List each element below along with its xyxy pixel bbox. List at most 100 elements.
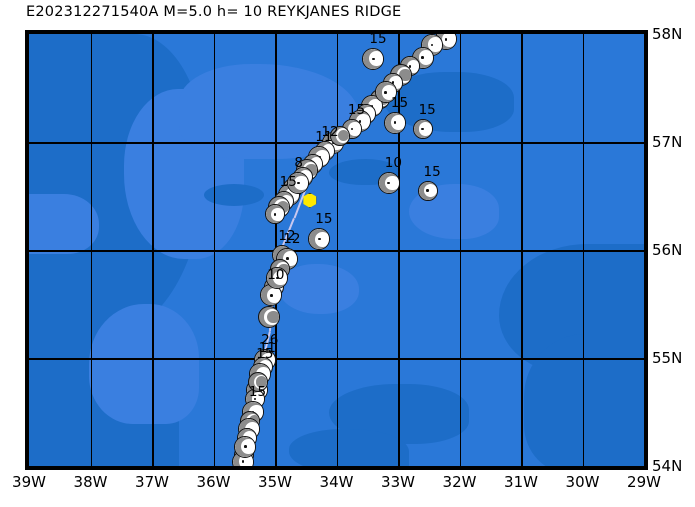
beachball-quadrant bbox=[271, 207, 284, 221]
beachball-quadrant bbox=[427, 37, 442, 53]
beachball-center-dot bbox=[317, 237, 321, 241]
bathymetry-patch bbox=[89, 304, 199, 424]
event-depth-label: 26 bbox=[261, 332, 279, 349]
beachball-center-dot bbox=[285, 257, 289, 260]
focal-mechanism-beachball[interactable] bbox=[247, 371, 268, 392]
x-axis-tick-label: 38W bbox=[73, 473, 108, 491]
event-depth-label: 15 bbox=[423, 163, 441, 180]
beachball-center-dot bbox=[393, 121, 397, 124]
beachball-center-dot bbox=[387, 181, 391, 185]
beachball-quadrant bbox=[294, 175, 309, 191]
focal-mechanism-beachball[interactable] bbox=[362, 47, 385, 70]
bathymetry-patch bbox=[204, 184, 264, 206]
beachball-quadrant bbox=[256, 376, 267, 388]
x-axis-tick-label: 31W bbox=[504, 473, 538, 491]
event-depth-label: 15 bbox=[347, 102, 366, 119]
beachball-center-dot bbox=[276, 276, 279, 280]
page-title: E202312271540A M=5.0 h= 10 REYKJANES RID… bbox=[26, 4, 402, 20]
event-depth-label: 15 bbox=[315, 211, 333, 228]
beachball-center-dot bbox=[358, 120, 362, 123]
x-axis-tick-label: 39W bbox=[12, 473, 46, 491]
event-depth-label: 10 bbox=[267, 267, 285, 284]
event-depth-label: 11 bbox=[315, 129, 333, 146]
event-depth-label: 8 bbox=[294, 155, 303, 172]
beachball-quadrant bbox=[338, 130, 349, 142]
beachball-quadrant bbox=[267, 287, 282, 303]
x-axis-tick-label: 30W bbox=[565, 473, 600, 491]
beachball-quadrant bbox=[390, 115, 405, 130]
beachball-quadrant bbox=[241, 439, 256, 454]
focal-mechanism-beachball[interactable] bbox=[265, 204, 285, 225]
map-canvas[interactable]: 1515151211815151510151512121026111515 bbox=[29, 34, 644, 466]
focal-mechanism-beachball[interactable] bbox=[266, 267, 289, 290]
focal-mechanism-beachball[interactable] bbox=[329, 125, 350, 146]
x-axis-tick-label: 34W bbox=[319, 473, 354, 491]
bathymetry-patch bbox=[29, 194, 99, 254]
beachball-center-dot bbox=[350, 127, 354, 131]
beachball-center-dot bbox=[430, 43, 434, 47]
beachball-quadrant bbox=[423, 183, 437, 198]
grid-line-parallel bbox=[29, 358, 644, 360]
focal-mechanism-beachball[interactable] bbox=[383, 111, 406, 134]
event-depth-label: 15 bbox=[418, 102, 436, 119]
x-axis-tick-label: 32W bbox=[442, 473, 477, 491]
event-depth-label: 12 bbox=[321, 123, 339, 140]
beachball-quadrant bbox=[273, 270, 288, 286]
bathymetry-patch bbox=[289, 429, 409, 466]
main-event-marker[interactable] bbox=[303, 192, 317, 208]
y-axis-tick-label: 58N bbox=[652, 25, 683, 43]
beachball-quadrant bbox=[315, 231, 330, 247]
beachball-quadrant bbox=[399, 69, 412, 82]
event-depth-label: 15 bbox=[369, 34, 387, 47]
bathymetry-patch bbox=[524, 334, 644, 466]
beachball-center-dot bbox=[421, 56, 424, 60]
focal-mechanism-beachball[interactable] bbox=[260, 284, 283, 307]
event-depth-label: 15 bbox=[248, 384, 267, 400]
beachball-center-dot bbox=[269, 294, 273, 297]
focal-mechanism-beachball[interactable] bbox=[257, 305, 280, 328]
x-axis-tick-label: 35W bbox=[258, 473, 292, 491]
y-axis-tick-label: 56N bbox=[652, 241, 683, 259]
beachball-center-dot bbox=[444, 38, 448, 41]
bathymetry-patch bbox=[279, 264, 359, 314]
beachball-quadrant bbox=[239, 454, 254, 466]
beachball-center-dot bbox=[421, 127, 424, 131]
beachball-center-dot bbox=[241, 460, 245, 463]
beachball-center-dot bbox=[244, 445, 247, 448]
event-depth-label: 15 bbox=[256, 346, 274, 363]
focal-mechanism-beachball[interactable] bbox=[308, 228, 331, 251]
beachball-center-dot bbox=[372, 57, 375, 61]
focal-mechanism-beachball[interactable] bbox=[374, 81, 397, 104]
beachball-center-dot bbox=[254, 397, 257, 401]
beachball-center-dot bbox=[384, 91, 387, 94]
focal-mechanism-beachball[interactable] bbox=[417, 180, 438, 201]
beachball-quadrant bbox=[384, 175, 399, 191]
beachball-center-dot bbox=[297, 181, 300, 185]
focal-mechanism-beachball[interactable] bbox=[287, 172, 310, 195]
y-axis-tick-label: 57N bbox=[652, 133, 683, 151]
beachball-quadrant bbox=[418, 122, 432, 136]
event-depth-label: 15 bbox=[279, 174, 297, 191]
x-axis-tick-label: 36W bbox=[196, 473, 231, 491]
event-depth-label: 11 bbox=[258, 339, 276, 356]
focal-mechanism-beachball[interactable] bbox=[377, 172, 400, 195]
beachball-center-dot bbox=[409, 65, 412, 68]
beachball-quadrant bbox=[348, 122, 361, 136]
x-axis-tick-label: 37W bbox=[135, 473, 169, 491]
event-depth-label: 15 bbox=[390, 94, 409, 111]
x-axis-tick-label: 33W bbox=[381, 473, 415, 491]
beachball-quadrant bbox=[381, 84, 396, 100]
beachball-quadrant bbox=[441, 34, 456, 47]
grid-line-parallel bbox=[29, 250, 644, 252]
beachball-quadrant bbox=[418, 50, 433, 66]
focal-mechanism-beachball[interactable] bbox=[234, 435, 257, 458]
beachball-quadrant bbox=[369, 51, 384, 67]
y-axis-tick-label: 54N bbox=[652, 457, 683, 475]
x-axis-tick-label: 29W bbox=[627, 473, 661, 491]
y-axis-tick-label: 55N bbox=[652, 349, 683, 367]
map-frame[interactable]: 1515151211815151510151512121026111515 bbox=[25, 30, 648, 470]
event-depth-label: 12 bbox=[278, 228, 296, 245]
focal-mechanism-beachball[interactable] bbox=[412, 119, 433, 140]
beachball-quadrant bbox=[267, 310, 279, 324]
